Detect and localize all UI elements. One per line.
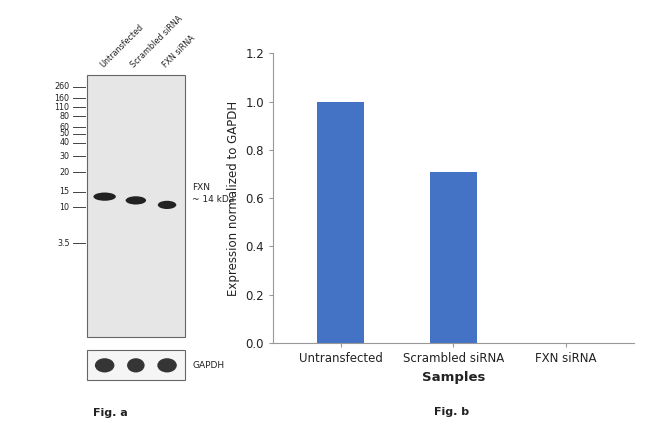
Ellipse shape [127,358,144,372]
Y-axis label: Expression normalized to GAPDH: Expression normalized to GAPDH [227,101,240,296]
Text: 15: 15 [59,187,70,196]
Text: 260: 260 [55,82,70,91]
Text: Untransfected: Untransfected [98,22,145,69]
Bar [430,172,477,343]
Text: 110: 110 [55,103,70,112]
Text: FXN: FXN [192,183,211,192]
Text: FXN siRNA: FXN siRNA [161,33,196,69]
Text: 3.5: 3.5 [57,239,70,248]
Text: 20: 20 [59,168,70,177]
Text: 40: 40 [60,138,70,147]
Text: Scrambled siRNA: Scrambled siRNA [129,14,185,69]
Text: Fig. b: Fig. b [434,408,469,417]
Ellipse shape [94,193,116,201]
Text: Fig. a: Fig. a [93,409,128,418]
FancyBboxPatch shape [87,75,185,337]
Ellipse shape [158,201,176,209]
Text: 10: 10 [60,203,70,212]
Text: 80: 80 [60,112,70,121]
Text: GAPDH: GAPDH [192,361,224,370]
FancyBboxPatch shape [87,350,185,380]
Text: 160: 160 [55,94,70,103]
Text: 60: 60 [60,123,70,132]
Text: 30: 30 [60,152,70,161]
Ellipse shape [125,196,146,204]
Ellipse shape [157,358,177,372]
Ellipse shape [95,358,114,372]
X-axis label: Samples: Samples [422,371,485,383]
Text: 50: 50 [59,130,70,138]
Bar [317,101,364,343]
Text: ~ 14 kDa: ~ 14 kDa [192,195,235,204]
